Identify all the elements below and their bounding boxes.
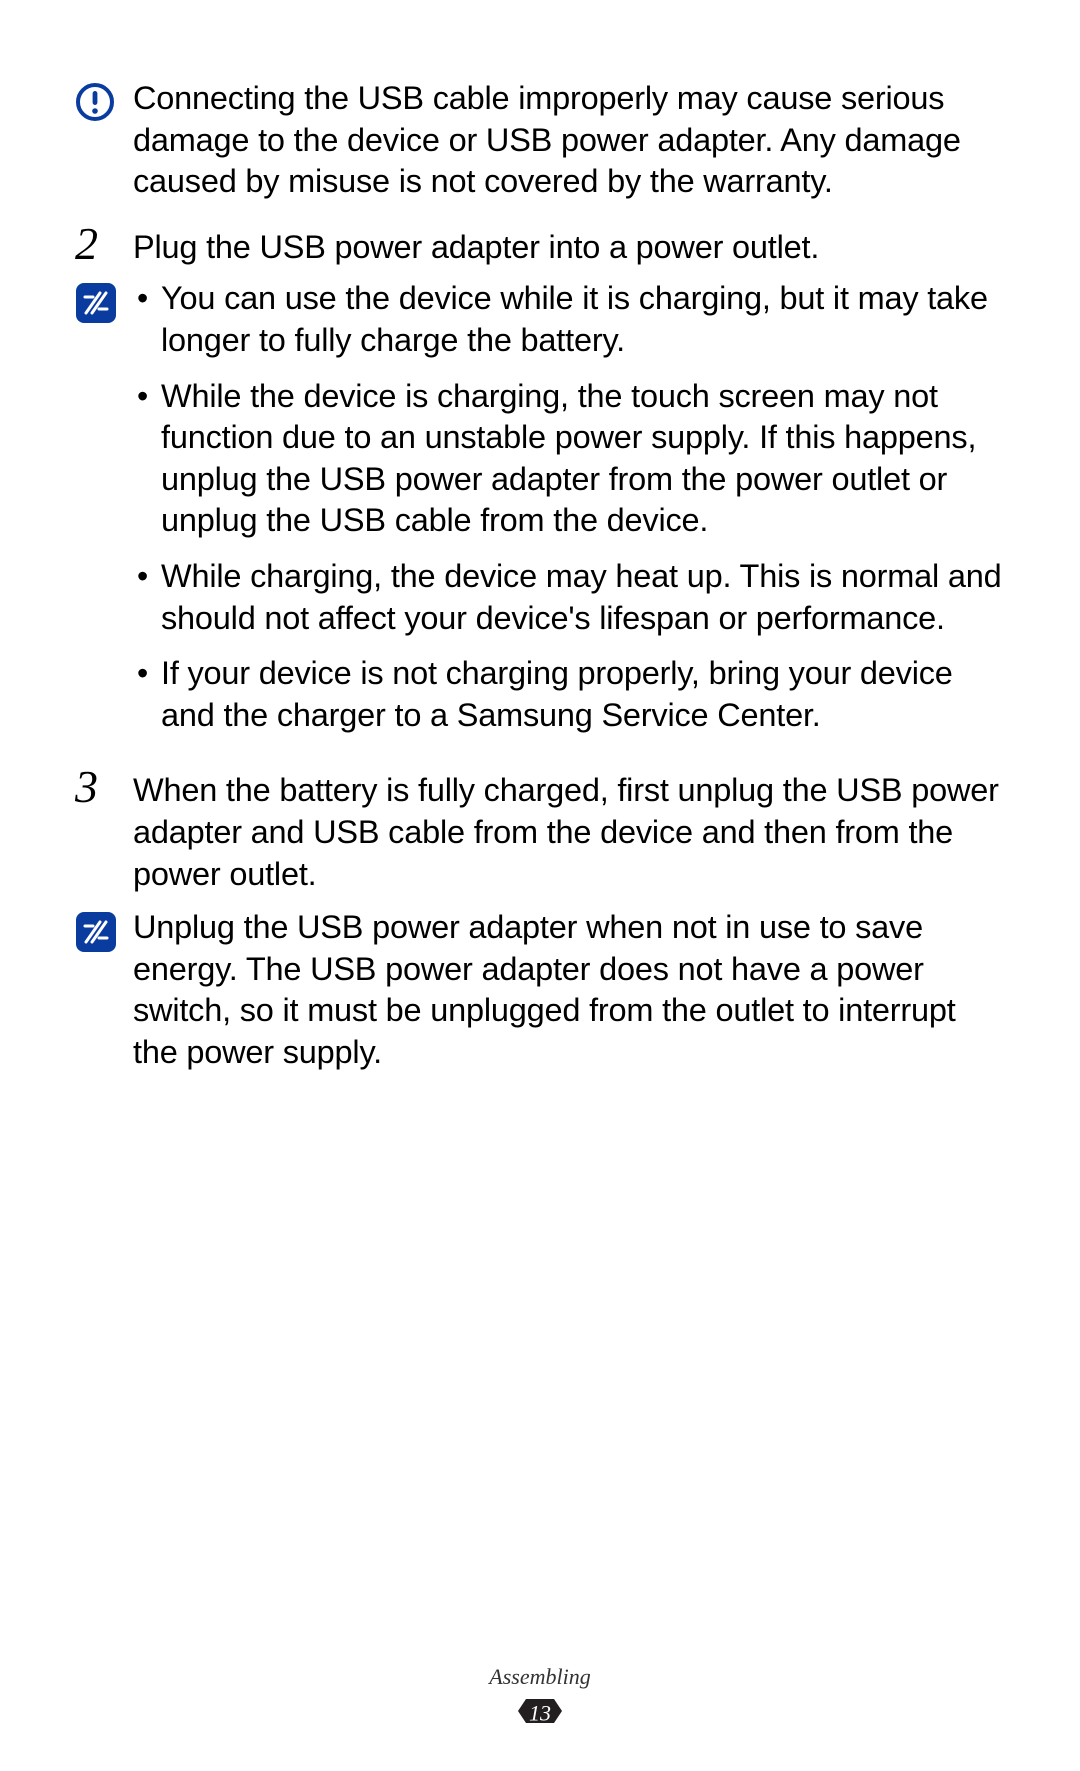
bullet-item: While charging, the device may heat up. … [133,556,1005,639]
note-icon [75,911,117,953]
icon-column [75,907,133,953]
step-3: 3 When the battery is fully charged, fir… [75,764,1005,895]
page-footer: Assembling 13 [0,1664,1080,1731]
warning-block: Connecting the USB cable improperly may … [75,78,1005,203]
bullet-item: While the device is charging, the touch … [133,376,1005,542]
icon-column [75,278,133,324]
note-text: Unplug the USB power adapter when not in… [133,907,1005,1073]
step-number: 2 [75,221,133,267]
note-bullets: You can use the device while it is charg… [133,278,1005,736]
page-number: 13 [529,1700,551,1726]
manual-page: Connecting the USB cable improperly may … [0,0,1080,1771]
note-block-1: You can use the device while it is charg… [75,278,1005,736]
note-block-2: Unplug the USB power adapter when not in… [75,907,1005,1073]
step-2: 2 Plug the USB power adapter into a powe… [75,221,1005,269]
icon-column [75,78,133,122]
step-text: When the battery is fully charged, first… [133,764,1005,895]
step-number: 3 [75,764,133,810]
bullet-item: You can use the device while it is charg… [133,278,1005,361]
note-icon [75,282,117,324]
warning-text: Connecting the USB cable improperly may … [133,78,1005,203]
bullet-item: If your device is not charging properly,… [133,653,1005,736]
page-number-badge: 13 [512,1696,568,1731]
warning-icon [75,82,115,122]
section-label: Assembling [0,1664,1080,1690]
step-text: Plug the USB power adapter into a power … [133,221,1005,269]
